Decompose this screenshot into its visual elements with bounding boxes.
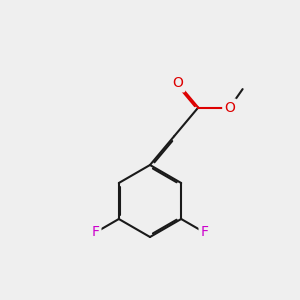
Text: F: F: [201, 226, 208, 239]
Text: F: F: [92, 226, 99, 239]
Text: O: O: [224, 100, 235, 115]
Text: O: O: [172, 76, 183, 90]
